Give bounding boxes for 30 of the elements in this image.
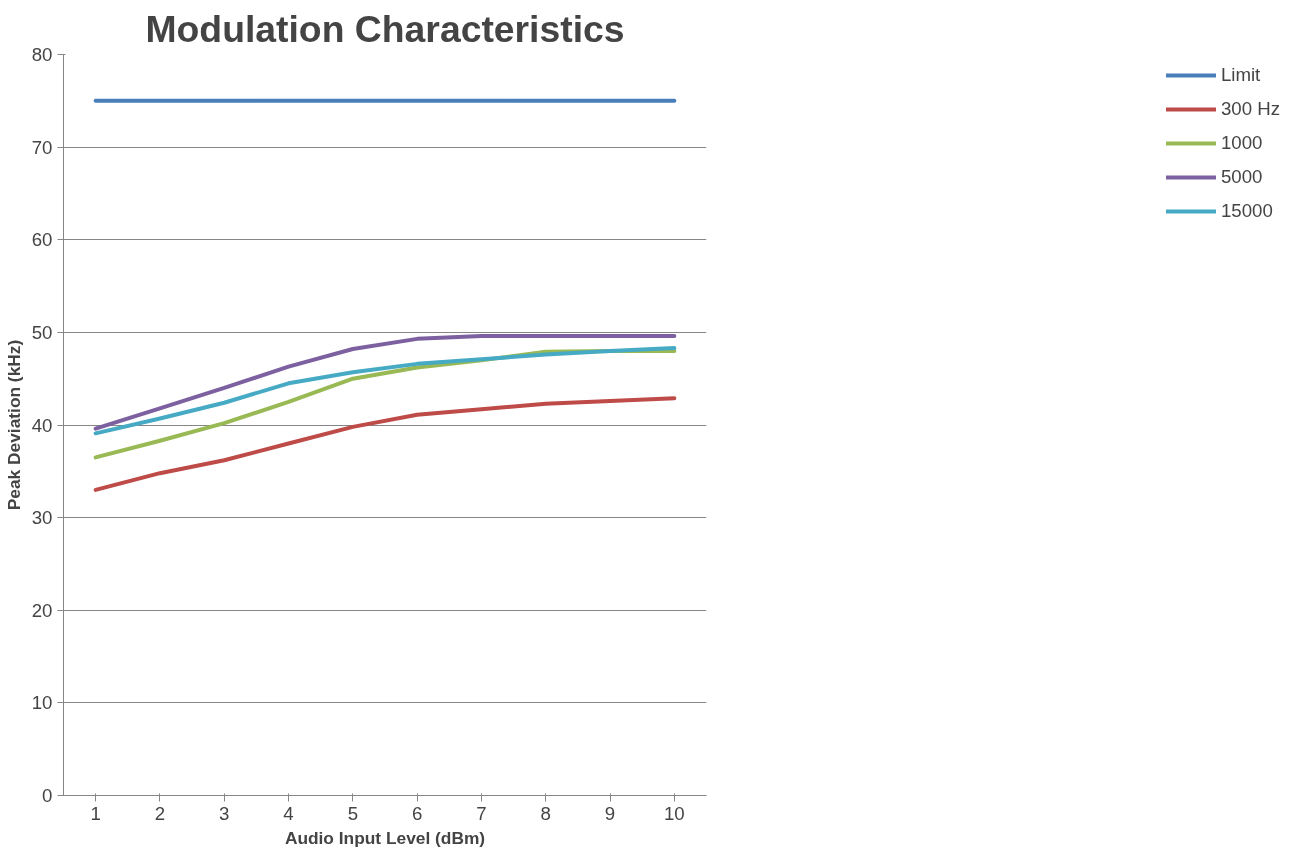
chart-title: Modulation Characteristics [145,7,625,50]
y-tick-label: 0 [42,785,53,806]
legend-label: Limit [1220,64,1261,86]
legend-label: 1000 [1220,132,1263,154]
legend-label: 5000 [1220,166,1263,188]
x-tick-label: 6 [411,802,423,824]
y-tick-label: 30 [31,507,53,529]
x-tick-label: 2 [154,802,166,824]
line-series [93,346,677,436]
y-tick-label: 70 [31,136,53,158]
y-tick-label: 40 [31,414,53,436]
legend-label: 300 Hz [1220,98,1280,120]
line-series [93,334,677,431]
line-series [93,396,677,492]
x-tick-label: 1 [90,802,101,824]
y-tick-label: 20 [31,599,53,621]
x-tick-label: 9 [604,802,616,824]
x-axis-title: Audio Input Level (dBm) [284,827,486,848]
y-tick-label: 80 [31,44,53,65]
y-tick-label: 60 [31,229,53,251]
x-tick-label: 10 [663,802,685,824]
legend-label: 15000 [1220,200,1273,222]
y-tick-label: 10 [31,692,53,714]
y-axis-title: Peak Deviation (kHz) [3,339,24,511]
x-tick-label: 8 [540,802,551,824]
x-tick-label: 4 [283,802,294,824]
x-tick-label: 3 [219,802,230,824]
x-tick-label: 7 [476,802,487,824]
y-tick-label: 50 [31,321,53,343]
x-tick-label: 5 [347,802,359,824]
